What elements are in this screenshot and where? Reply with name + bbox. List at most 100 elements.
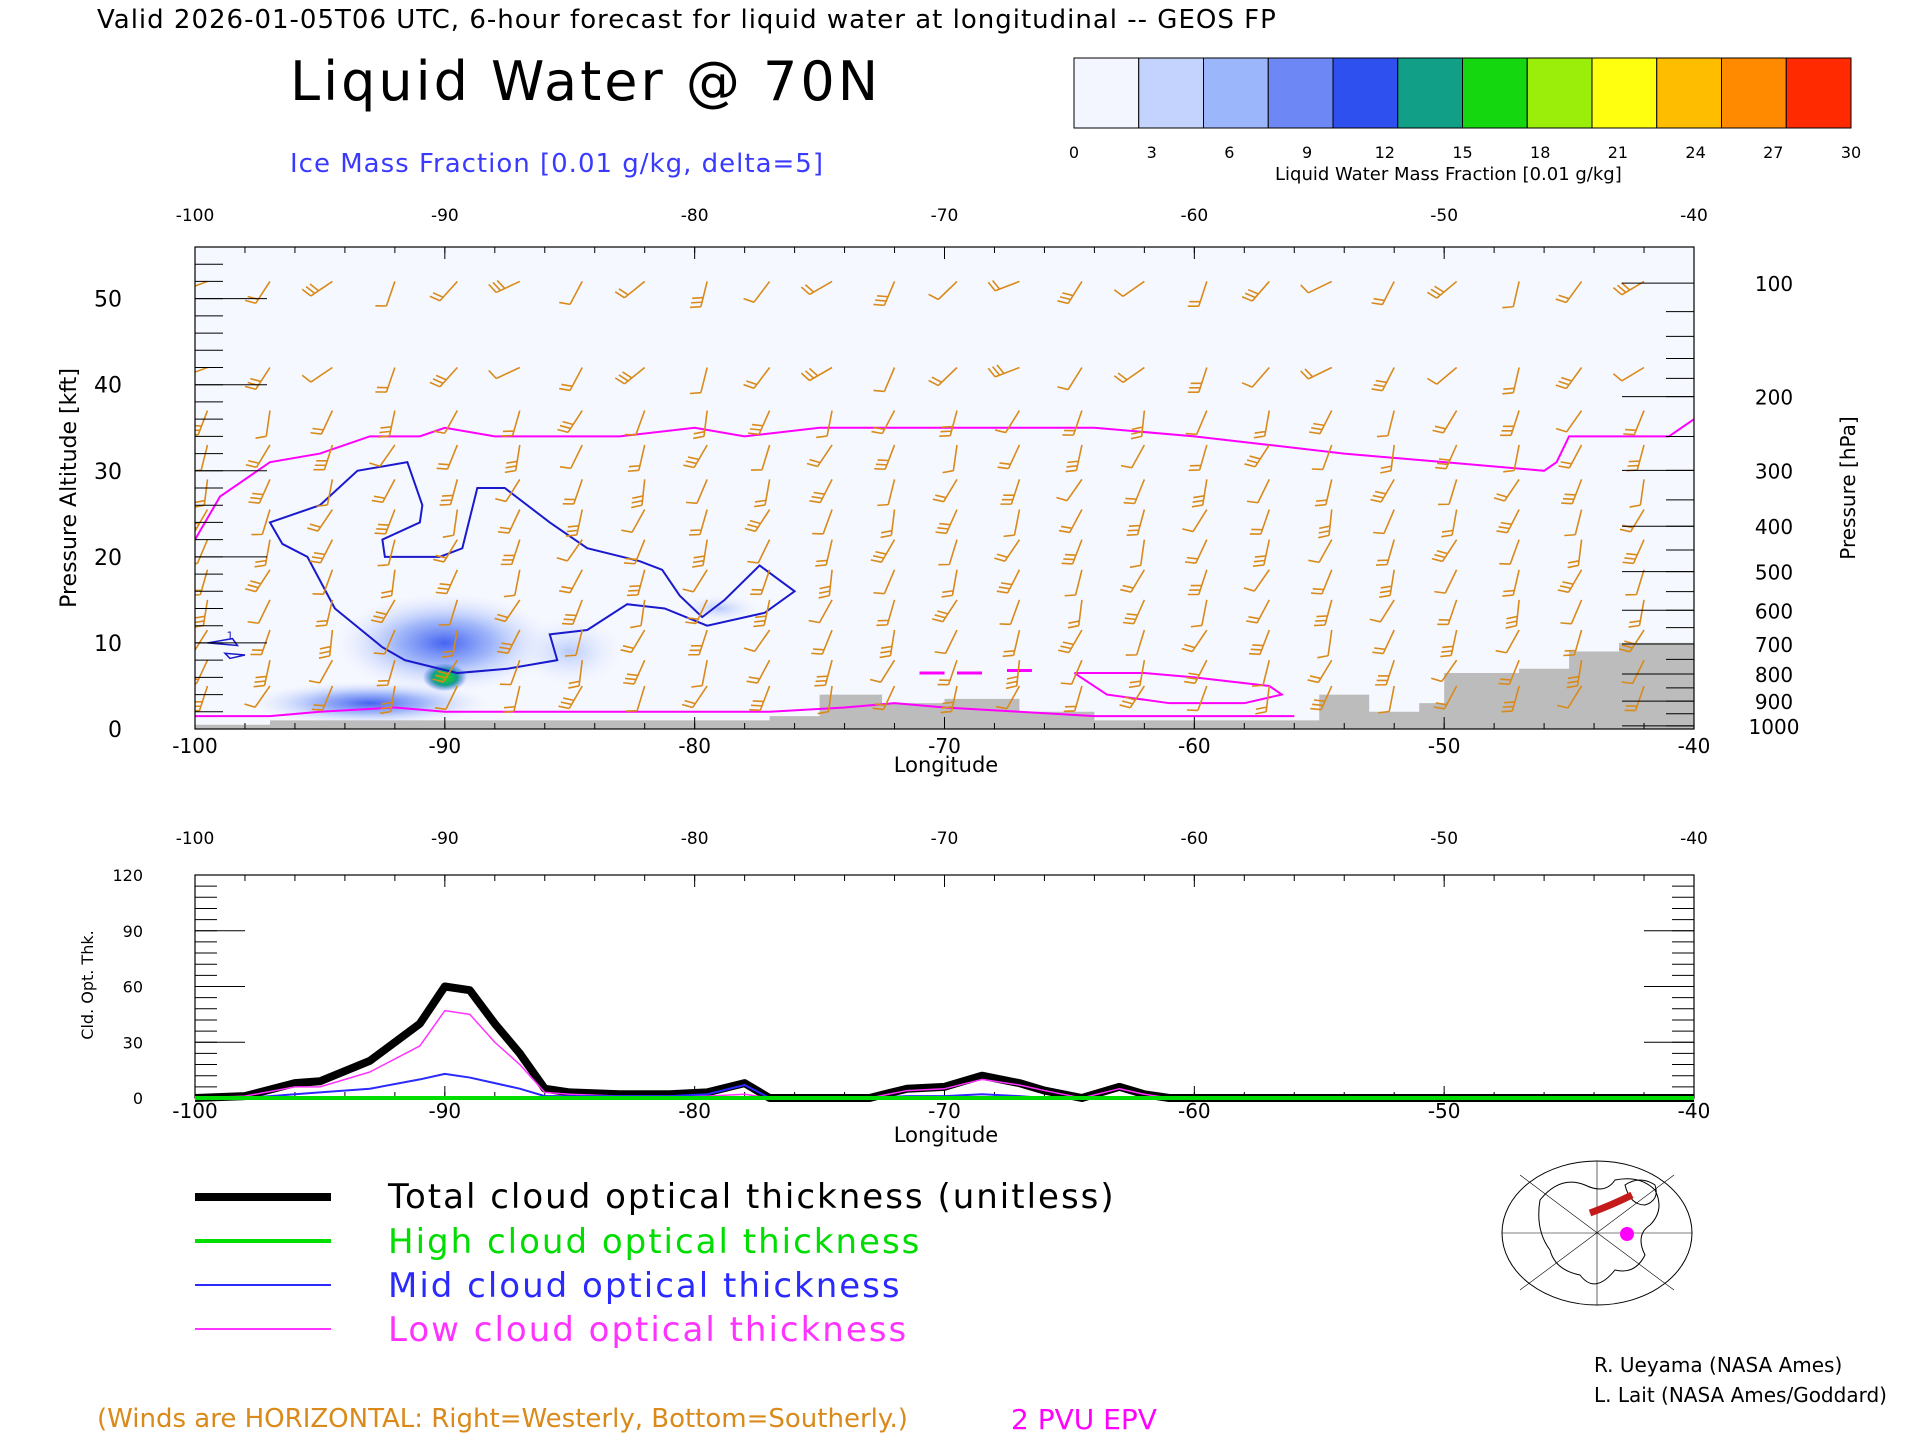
map-location-dot	[1620, 1227, 1634, 1241]
wind-barb	[375, 281, 396, 307]
wind-barb	[743, 280, 771, 303]
liquid-water-region	[514, 616, 625, 687]
wind-barb	[301, 280, 333, 297]
wind-barb	[379, 685, 396, 715]
legend-mid-label: Mid cloud optical thickness	[388, 1266, 902, 1306]
wind-barb	[873, 569, 896, 595]
wind-barb	[496, 629, 521, 654]
colorbar: 0 3 6 9 12 15 18 21 24 27 30	[1069, 57, 1861, 162]
wind-barb	[879, 629, 896, 659]
wind-barb	[495, 478, 521, 503]
x-tick-label: -50	[1428, 1099, 1461, 1123]
wind-barb	[195, 629, 209, 652]
wind-barb	[1629, 479, 1645, 508]
wind-barb	[747, 539, 771, 564]
wind-barb	[559, 569, 583, 594]
wind-barb	[689, 281, 708, 309]
wind-barb	[1060, 659, 1083, 685]
colorbar-swatch	[1591, 57, 1658, 129]
wind-barb	[689, 367, 708, 395]
wind-barb	[997, 444, 1021, 470]
wind-barb	[504, 444, 521, 474]
wind-barb	[433, 410, 459, 435]
wind-barb	[626, 569, 646, 597]
wind-barb	[1251, 659, 1271, 687]
wind-barb	[564, 629, 584, 657]
wind-barb	[1062, 410, 1083, 436]
x-top-tick-label: -70	[931, 829, 959, 849]
x-tick-label: -100	[172, 734, 217, 758]
wind-barb	[1555, 410, 1583, 433]
wind-barb	[500, 539, 521, 566]
colorbar-swatch	[1721, 57, 1787, 129]
wind-barb	[438, 599, 459, 626]
wind-barb	[308, 659, 334, 684]
wind-barb	[195, 685, 209, 712]
wind-barb	[371, 479, 396, 504]
wind-barb	[816, 410, 833, 439]
wind-barb	[195, 659, 209, 685]
wind-barb	[244, 367, 271, 391]
wind-barb	[1371, 281, 1395, 306]
wind-barb	[1184, 539, 1208, 565]
wind-barb	[987, 364, 1020, 378]
wind-barb	[310, 410, 334, 435]
wind-barb	[994, 410, 1021, 434]
x-top-tick-label: -50	[1430, 206, 1458, 226]
liquid-water-region	[249, 681, 490, 726]
wind-barb	[1628, 599, 1645, 628]
wind-barb	[874, 444, 896, 471]
x-top-tick-label: -90	[431, 206, 459, 226]
colorbar-tick: 12	[1375, 143, 1395, 162]
wind-barb	[806, 444, 833, 468]
y2-tick-label: 100	[1755, 272, 1793, 296]
x-tick-label: -80	[678, 734, 711, 758]
wind-barb	[380, 569, 396, 599]
wind-barb	[627, 444, 646, 473]
map-coastlines	[1538, 1178, 1660, 1285]
y2-tick-label: 600	[1755, 599, 1793, 623]
wind-barb	[870, 539, 896, 563]
y2-tick-label: 900	[1755, 690, 1793, 714]
wind-barb	[565, 509, 584, 537]
wind-barb	[1317, 629, 1333, 659]
wind-barb	[442, 509, 459, 538]
x-top-tick-label: -40	[1680, 206, 1708, 226]
wind-barb	[743, 367, 771, 390]
wind-barb	[691, 659, 708, 688]
wind-barb	[1182, 509, 1208, 533]
x-top-tick-label: -60	[1180, 206, 1208, 226]
wind-barb	[1308, 410, 1333, 435]
colorbar-swatch	[1526, 57, 1593, 129]
wind-barb	[1248, 629, 1271, 656]
location-map-inset	[1501, 1160, 1693, 1306]
wind-barb	[1369, 599, 1395, 623]
wind-barb	[1187, 569, 1208, 596]
wind-barb	[1438, 479, 1458, 506]
wind-barb	[244, 569, 271, 593]
colorbar-tick: 24	[1685, 143, 1705, 162]
colorbar-tick: 18	[1530, 143, 1550, 162]
wind-barb	[1431, 539, 1458, 563]
wind-barb	[1623, 410, 1645, 436]
y-axis-label: Cld. Opt. Thk.	[78, 930, 97, 1039]
wind-barb	[1498, 659, 1520, 686]
wind-barb	[1185, 410, 1208, 436]
wind-barb	[434, 685, 459, 711]
colorbar-swatch	[1138, 57, 1204, 129]
wind-barb	[1130, 410, 1146, 440]
y-tick-label: 30	[123, 1033, 143, 1052]
wind-barb	[1500, 410, 1520, 437]
wind-barb	[681, 685, 708, 709]
wind-barb	[931, 599, 958, 623]
wind-barb	[1249, 509, 1271, 535]
wind-barb	[1241, 280, 1270, 302]
wind-barb	[1434, 569, 1458, 594]
wind-barb	[1125, 629, 1146, 656]
y2-tick-label: 700	[1755, 633, 1793, 657]
wind-barb	[1622, 539, 1645, 565]
wind-barb	[561, 599, 583, 625]
x-top-tick-label: -100	[176, 206, 215, 226]
wind-barb	[559, 281, 583, 306]
